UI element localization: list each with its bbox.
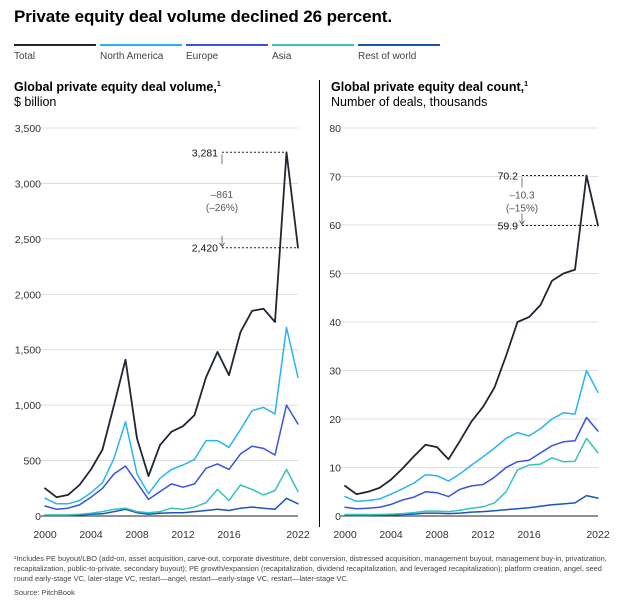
volume-xtick-label: 2000 (33, 529, 57, 541)
legend-label-north-america: North America (100, 51, 164, 62)
chart-volume-title-sup: 1 (216, 80, 221, 88)
count-ytick-label: 30 (329, 366, 341, 378)
count-ytick-label: 80 (329, 123, 341, 135)
legend-swatch-rest-of-world (358, 44, 440, 46)
count-xtick-label: 2012 (471, 529, 495, 541)
chart-count-title-text: Global private equity deal count, (331, 80, 525, 94)
volume-ytick-label: 1,500 (15, 345, 41, 357)
count-xtick-label: 2022 (586, 529, 610, 541)
volume-ytick-label: 3,500 (15, 123, 41, 135)
count-xtick-label: 2008 (425, 529, 449, 541)
count-series-total-line (344, 174, 599, 496)
volume-series-total-line (44, 151, 299, 499)
count-series-europe-line (344, 416, 599, 510)
volume-annotation-change-label: –861 (211, 190, 234, 201)
volume-xtick-label: 2012 (171, 529, 195, 541)
legend-label-rest-of-world: Rest of world (358, 51, 417, 62)
volume-xtick-label: 2022 (286, 529, 310, 541)
count-series-rest-of-world-line (344, 494, 599, 517)
count-annotation-change-pct: (–15%) (506, 204, 538, 215)
count-ytick-label: 50 (329, 269, 341, 281)
count-ytick-label: 70 (329, 172, 341, 184)
chart-volume-title: Global private equity deal volume,1 (14, 80, 221, 94)
count-annotation-start-label: 70.2 (498, 171, 519, 183)
legend-label-total: Total (14, 51, 36, 62)
count-xtick-label: 2004 (379, 529, 403, 541)
volume-annotation-end-label: 2,420 (192, 243, 218, 255)
chart-count-title: Global private equity deal count,1 (331, 80, 528, 94)
legend-swatch-asia (272, 44, 354, 46)
count-xtick-label: 2000 (333, 529, 357, 541)
chart-volume-title-text: Global private equity deal volume, (14, 80, 217, 94)
volume-ytick-label: 0 (35, 511, 41, 523)
count-ytick-label: 0 (335, 511, 341, 523)
legend-swatch-north-america (100, 44, 182, 46)
volume-annotation-arrow-head (219, 242, 225, 248)
chart-count-ylabel: Number of deals, thousands (331, 95, 488, 109)
volume-series-rest-of-world-line (44, 497, 299, 517)
volume-series-asia-line (44, 468, 299, 516)
count-xtick-label: 2016 (517, 529, 541, 541)
volume-annotation-change-pct: (–26%) (206, 203, 238, 214)
volume-ytick-label: 1,000 (15, 400, 41, 412)
volume-ytick-label: 500 (23, 456, 41, 468)
legend-swatch-europe (186, 44, 268, 46)
volume-xtick-label: 2008 (125, 529, 149, 541)
volume-annotation-start-label: 3,281 (192, 147, 218, 159)
volume-ytick-label: 3,000 (15, 178, 41, 190)
legend: Total North America Europe Asia Rest of … (14, 44, 440, 68)
legend-label-asia: Asia (272, 51, 292, 62)
chart-volume-ylabel: $ billion (14, 95, 57, 109)
legend-swatch-total (14, 44, 96, 46)
source-note: Source: PitchBook (14, 588, 75, 597)
count-annotation-arrow-head (519, 220, 525, 226)
count-ytick-label: 40 (329, 317, 341, 329)
footnote: ¹Includes PE buyout/LBO (add-on, asset a… (14, 554, 607, 583)
volume-xtick-label: 2016 (217, 529, 241, 541)
chart-count-title-sup: 1 (524, 80, 528, 88)
count-series-asia-line (344, 437, 599, 516)
count-annotation-end-label: 59.9 (498, 220, 519, 232)
legend-label-europe: Europe (186, 51, 219, 62)
count-ytick-label: 10 (329, 463, 341, 475)
count-ytick-label: 20 (329, 414, 341, 426)
page-title: Private equity deal volume declined 26 p… (14, 7, 392, 26)
volume-ytick-label: 2,500 (15, 234, 41, 246)
volume-ytick-label: 2,000 (15, 289, 41, 301)
count-series-north-america-line (344, 369, 599, 503)
volume-series-north-america-line (44, 326, 299, 505)
volume-series-europe-line (44, 404, 299, 511)
panel-divider (319, 80, 320, 527)
count-ytick-label: 60 (329, 220, 341, 232)
count-annotation-change-label: –10.3 (509, 191, 534, 202)
volume-xtick-label: 2004 (79, 529, 103, 541)
